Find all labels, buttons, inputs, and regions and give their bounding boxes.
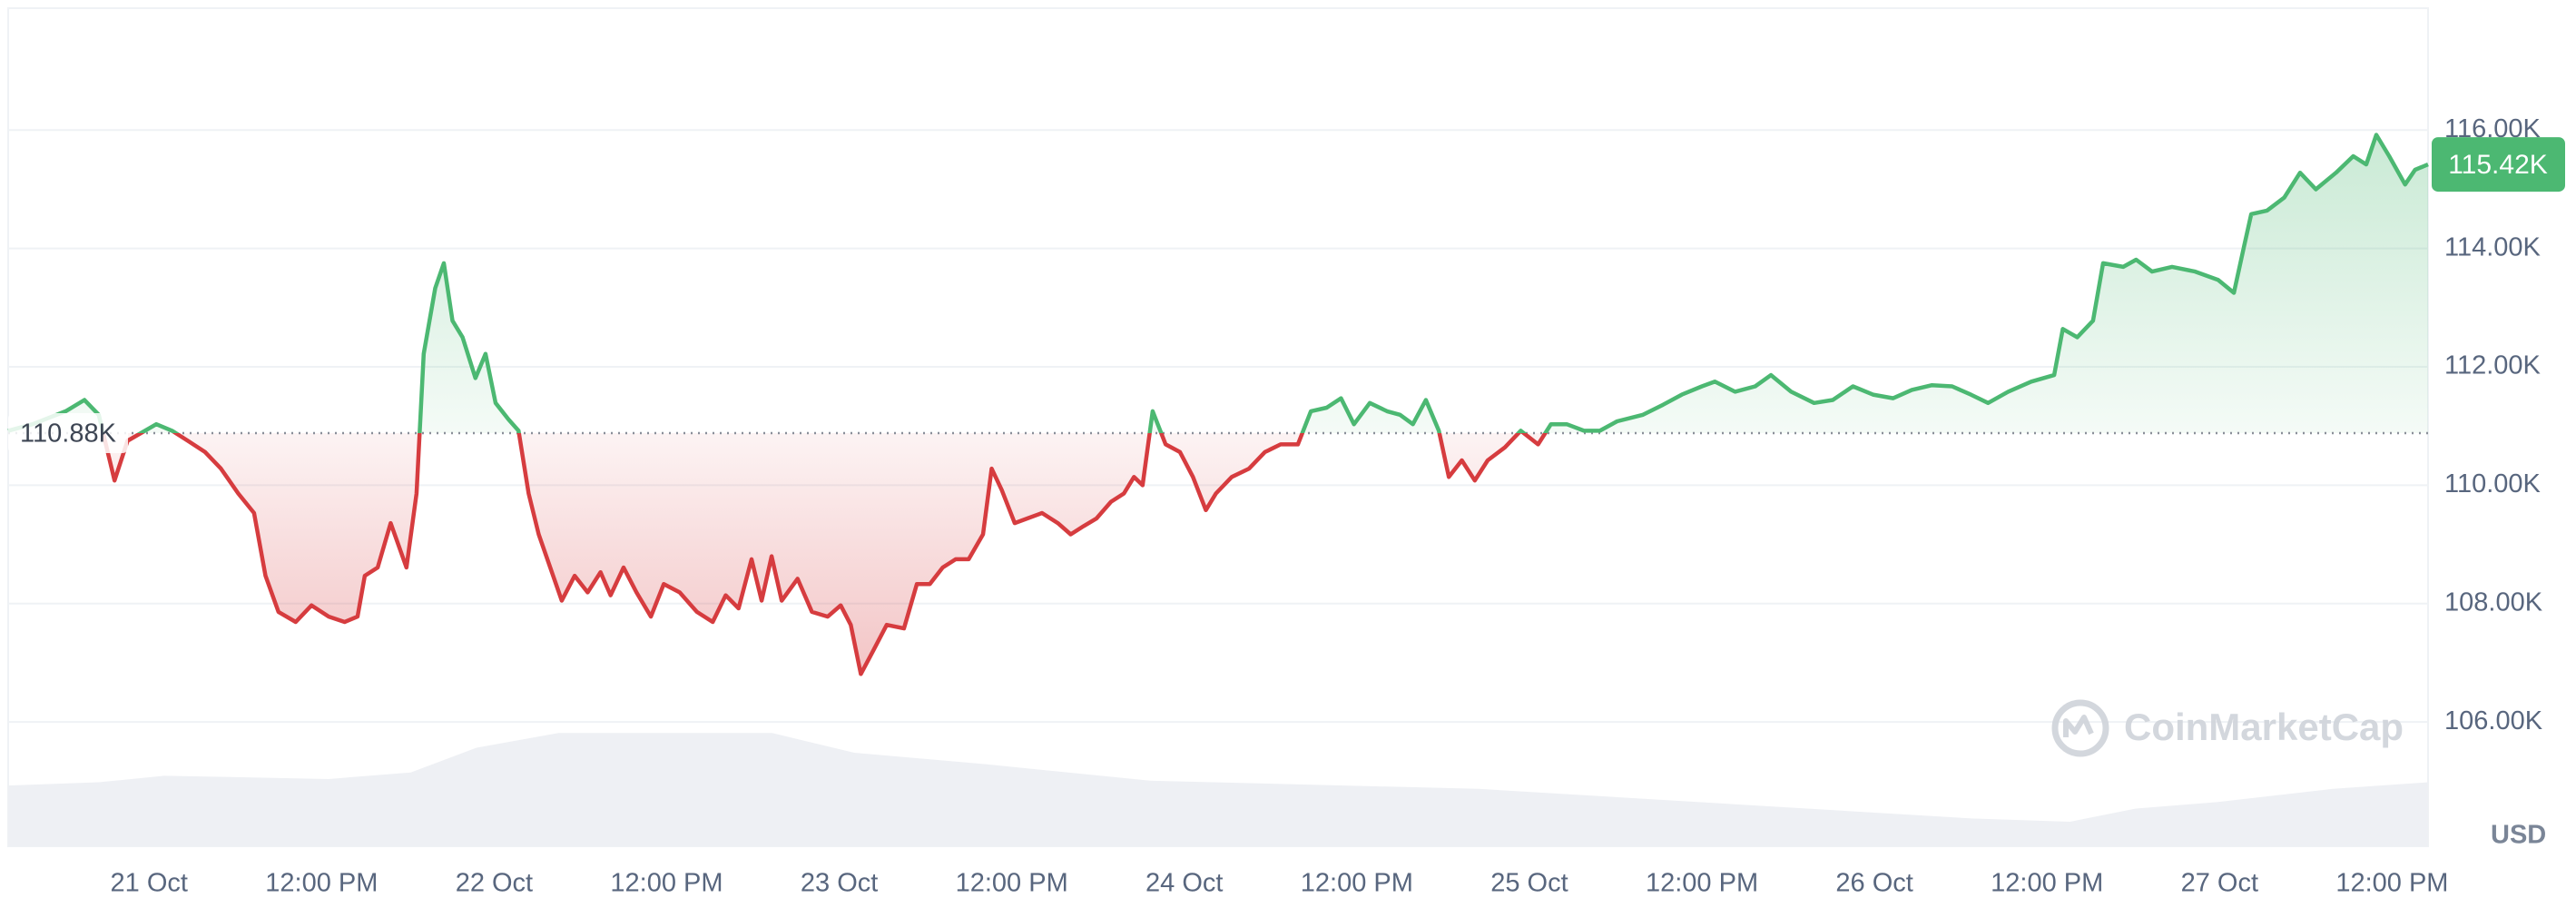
- x-tick-label: 22 Oct: [456, 869, 533, 898]
- watermark-text: CoinMarketCap: [2124, 706, 2404, 748]
- current-price-box: [2432, 137, 2565, 192]
- x-tick-label: 12:00 PM: [1646, 869, 1758, 898]
- x-tick-label: 12:00 PM: [610, 869, 723, 898]
- y-tick-label: 110.00K: [2444, 469, 2542, 498]
- watermark: CoinMarketCap: [2051, 699, 2404, 757]
- price-area: [8, 134, 2428, 675]
- price-line: [7, 133, 2429, 676]
- y-tick-label: 114.00K: [2444, 232, 2542, 262]
- y-tick-label: 106.00K: [2444, 706, 2543, 735]
- x-tick-label: 24 Oct: [1145, 869, 1223, 898]
- x-tick-label: 25 Oct: [1490, 869, 1568, 898]
- y-tick-label: 108.00K: [2444, 587, 2543, 617]
- x-tick-label: 23 Oct: [801, 869, 878, 898]
- x-tick-label: 12:00 PM: [956, 869, 1068, 898]
- x-tick-label: 12:00 PM: [265, 869, 378, 898]
- x-tick-label: 26 Oct: [1835, 869, 1912, 898]
- x-tick-label: 12:00 PM: [2335, 869, 2448, 898]
- baseline-label-box: [8, 413, 128, 454]
- current-price-label: 115.42K: [2448, 150, 2548, 180]
- y-tick-label: 112.00K: [2444, 351, 2542, 380]
- x-tick-label: 21 Oct: [111, 869, 188, 898]
- baseline-label: 110.88K: [20, 419, 117, 449]
- x-tick-label: 27 Oct: [2181, 869, 2258, 898]
- volume-area: [8, 733, 2429, 847]
- watermark-logo-mark: [2063, 715, 2094, 737]
- watermark-logo: [2051, 699, 2109, 757]
- x-tick-label: 12:00 PM: [1991, 869, 2103, 898]
- x-tick-label: 12:00 PM: [1301, 869, 1413, 898]
- y-unit: USD: [2491, 821, 2546, 850]
